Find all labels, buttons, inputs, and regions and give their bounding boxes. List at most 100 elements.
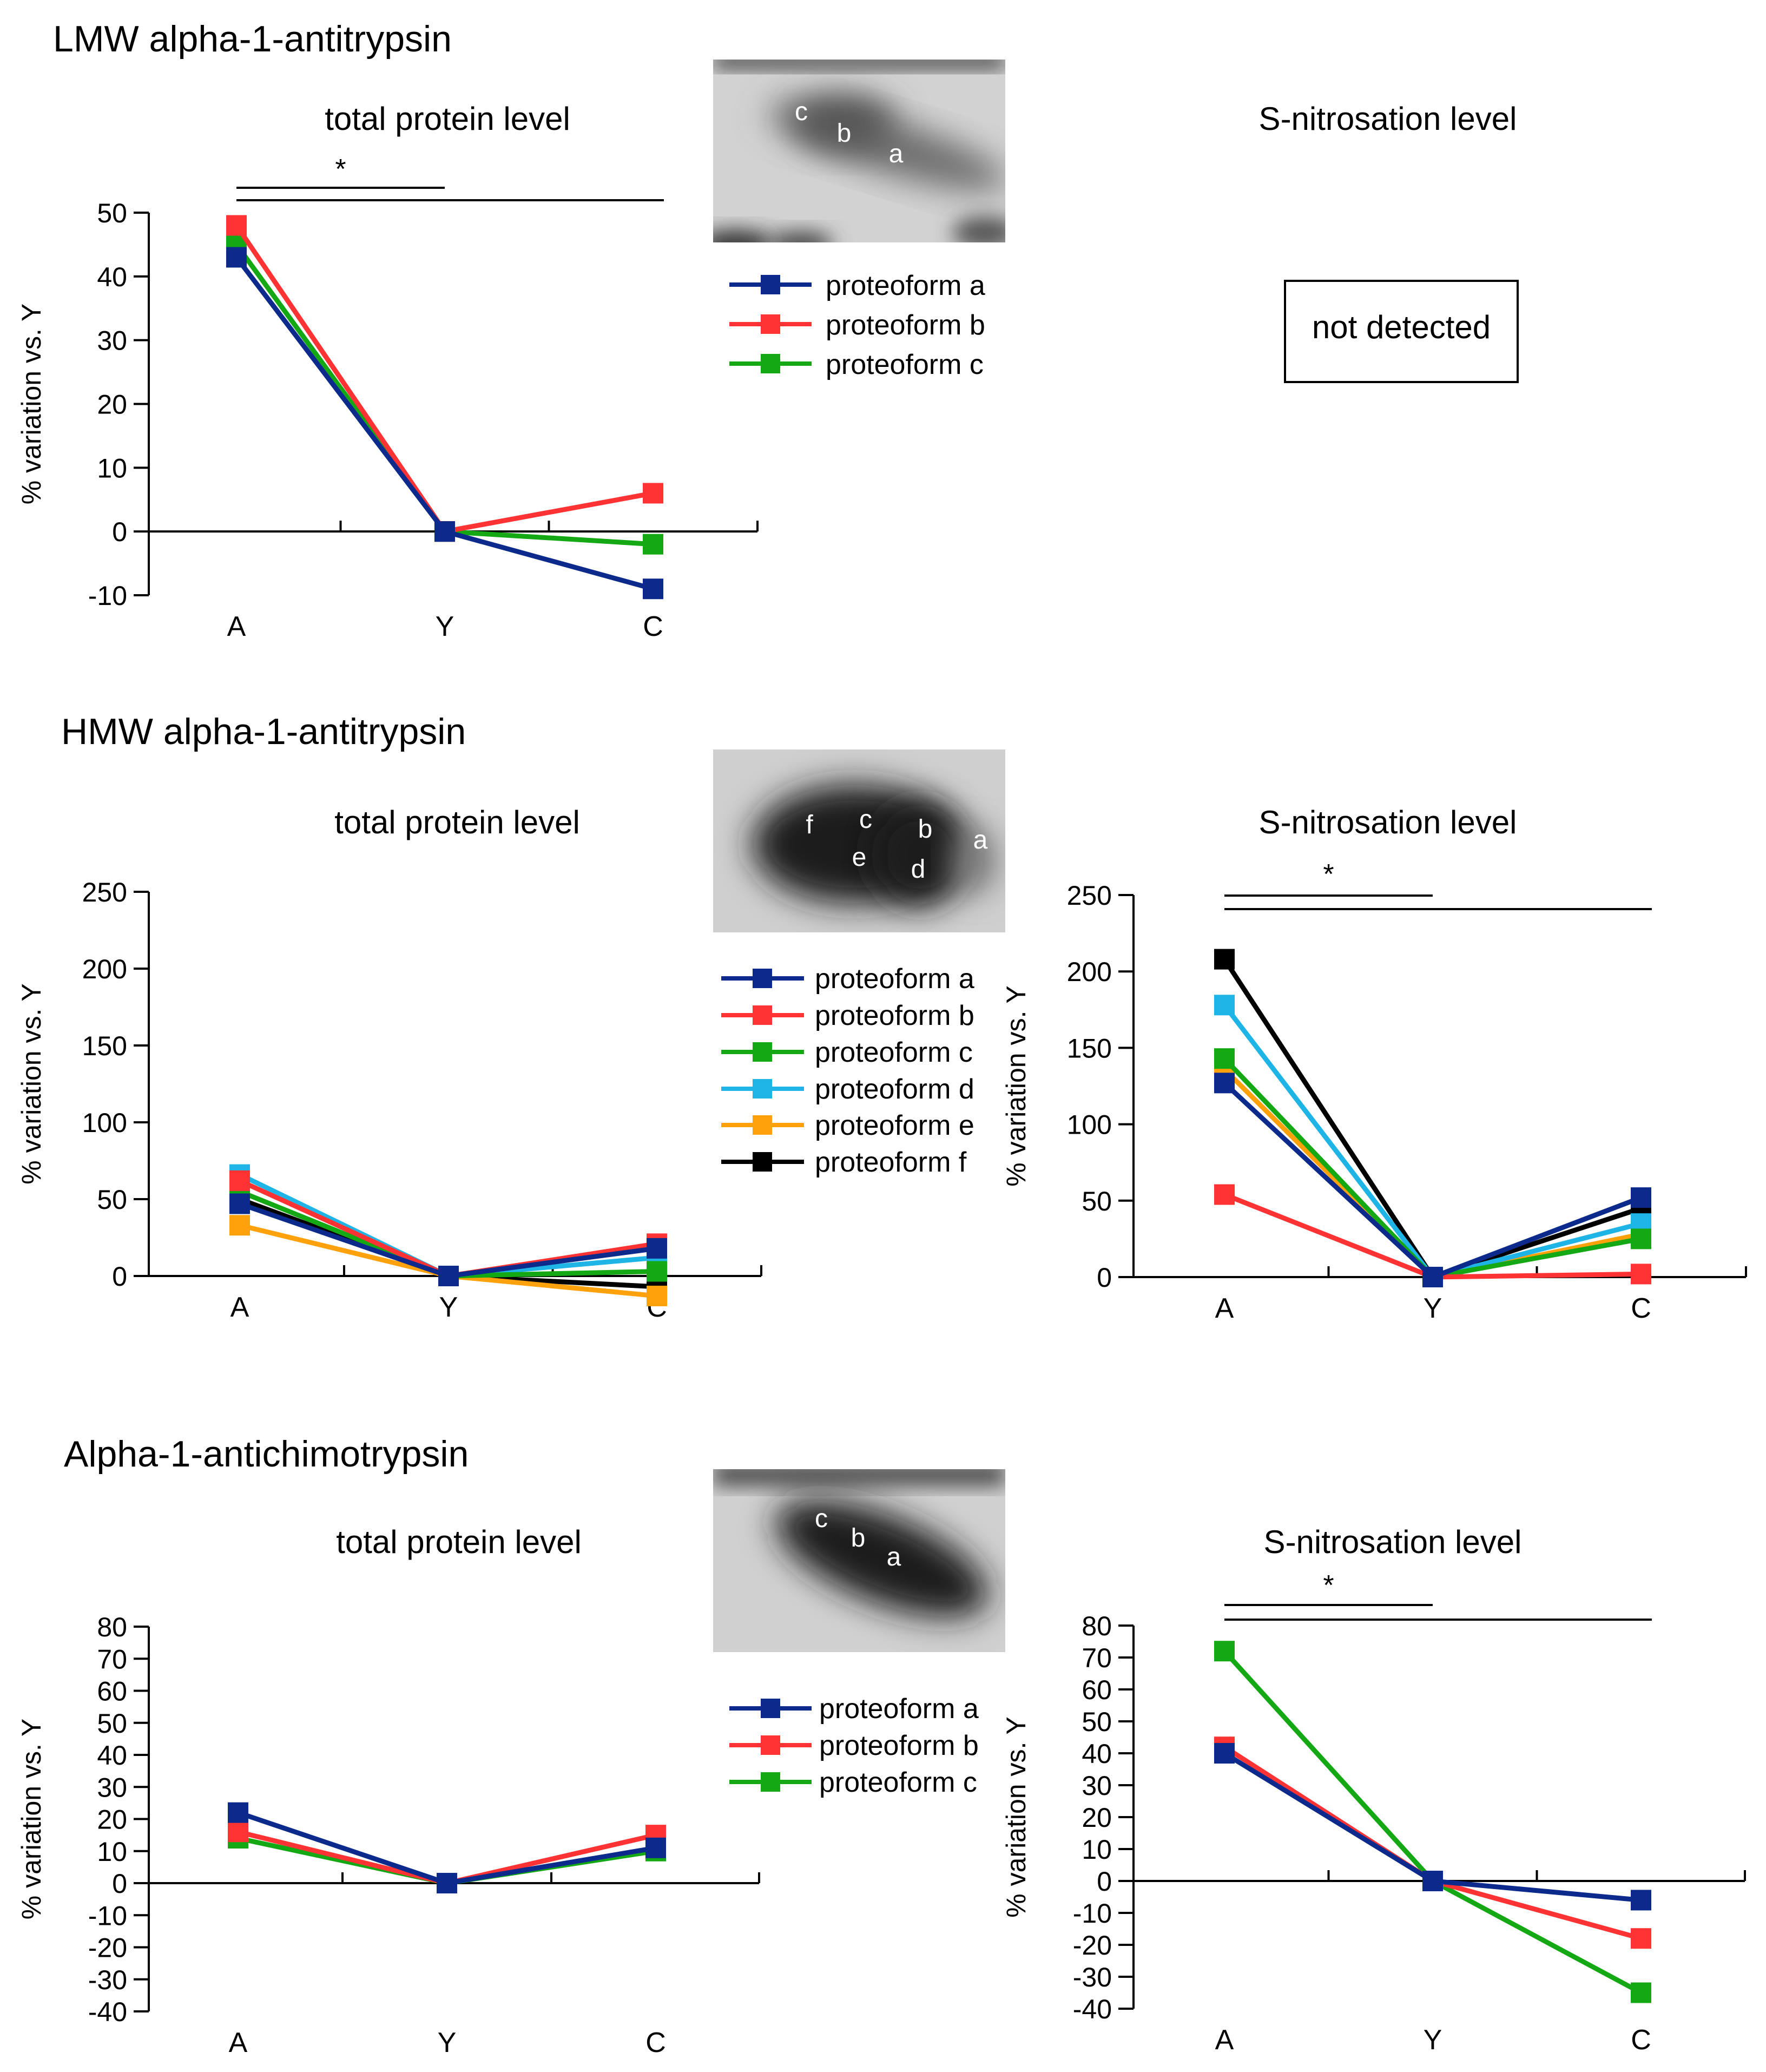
data-point-d	[1214, 995, 1235, 1016]
data-point-c	[1214, 1048, 1235, 1069]
chart-title: total protein level	[336, 1524, 582, 1560]
legend-item: proteoform b	[721, 1000, 974, 1031]
legend-label: proteoform a	[819, 1693, 979, 1725]
series-line-b	[234, 224, 654, 534]
chart-aact_total: total protein level -40-30-20-10010203040…	[16, 1524, 760, 2058]
blot-label-f: f	[806, 811, 813, 839]
data-point-a	[647, 1238, 667, 1259]
legend-label: proteoform b	[815, 1000, 974, 1031]
data-point-c	[1631, 1228, 1651, 1249]
section-title-aact: Alpha-1-antichimotrypsin	[64, 1433, 469, 1475]
y-tick-label: 250	[82, 877, 127, 907]
y-tick-label: 50	[1082, 1707, 1112, 1737]
series-line-c	[234, 243, 654, 547]
x-tick-label: Y	[438, 2027, 457, 2058]
legend-item: proteoform c	[729, 349, 984, 380]
data-point-a	[438, 1266, 459, 1286]
blot-label-a: a	[973, 826, 988, 854]
y-tick-label: 50	[97, 198, 127, 228]
x-tick-label: A	[1215, 1293, 1234, 1324]
blot-label-b: b	[837, 119, 852, 148]
data-point-a	[437, 1873, 457, 1893]
data-point-f	[1214, 949, 1235, 970]
y-tick-label: 150	[82, 1031, 127, 1061]
data-point-c	[1214, 1641, 1235, 1662]
legend-item: proteoform a	[729, 1693, 979, 1725]
legend-swatch-marker	[761, 275, 780, 294]
blot-image-hmw: f c b a e d	[713, 749, 1005, 932]
legend-swatch-marker	[761, 354, 780, 373]
y-tick-label: 0	[112, 517, 127, 547]
data-point-a	[1631, 1187, 1651, 1208]
x-tick-label: A	[229, 2027, 248, 2058]
y-tick-label: 30	[1082, 1771, 1112, 1801]
x-tick-label: A	[227, 611, 246, 642]
y-axis-label: % variation vs. Y	[1001, 1716, 1031, 1917]
chart-aact_snitro: S-nitrosation level -40-30-20-10010203040…	[1001, 1524, 1746, 2056]
legend-item: proteoform f	[721, 1147, 967, 1178]
y-tick-label: 50	[97, 1708, 127, 1739]
blot-image-lmw: c b a	[713, 60, 1005, 242]
series-line-e	[1222, 1067, 1642, 1280]
data-point-a	[1214, 1743, 1235, 1764]
series-line-c	[1222, 1057, 1642, 1280]
y-tick-label: -30	[1073, 1962, 1112, 1992]
y-tick-label: -20	[1073, 1930, 1112, 1961]
legend-swatch-marker	[753, 1079, 772, 1099]
chart-title: S-nitrosation level	[1264, 1524, 1522, 1560]
legend-swatch-marker	[753, 969, 772, 988]
legend-swatch-marker	[761, 1772, 780, 1792]
legend-swatch-marker	[761, 1699, 780, 1718]
data-point-a	[434, 521, 455, 542]
significance-star: *	[1323, 859, 1334, 890]
y-tick-label: 80	[97, 1612, 127, 1642]
data-point-b	[1214, 1184, 1235, 1205]
y-axis-label: % variation vs. Y	[16, 304, 47, 504]
y-tick-label: 250	[1067, 880, 1112, 911]
y-tick-label: 50	[97, 1185, 127, 1215]
data-point-a	[228, 1802, 248, 1823]
legend-item: proteoform c	[721, 1037, 973, 1068]
legend-item: proteoform e	[721, 1110, 974, 1141]
data-point-a	[1422, 1267, 1443, 1287]
x-tick-label: Y	[1424, 1293, 1442, 1324]
data-point-c	[647, 1261, 667, 1282]
y-tick-label: 20	[97, 390, 127, 420]
legend-item: proteoform a	[729, 270, 985, 301]
y-axis-label: % variation vs. Y	[16, 983, 47, 1184]
y-tick-label: 200	[1067, 957, 1112, 987]
data-point-b	[1631, 1264, 1651, 1285]
data-point-e	[647, 1285, 667, 1306]
data-point-b	[226, 215, 247, 236]
x-tick-label: Y	[1424, 2024, 1442, 2056]
y-tick-label: -40	[88, 1997, 127, 2027]
chart-title: S-nitrosation level	[1259, 804, 1517, 840]
legend-label: proteoform d	[815, 1074, 974, 1105]
series-line-f	[1222, 958, 1642, 1280]
data-point-b	[1631, 1928, 1651, 1949]
series-line-c	[1222, 1649, 1643, 1995]
legend-label: proteoform c	[815, 1037, 973, 1068]
blot-image-aact: c b a	[713, 1469, 1005, 1652]
blot-label-a: a	[887, 1543, 901, 1571]
data-point-a	[645, 1837, 666, 1858]
blot-label-e: e	[852, 843, 867, 872]
chart-hmw_snitro: S-nitrosation level 0 50 100 150 200 250 A Y C % v…	[1001, 804, 1747, 1324]
y-tick-label: 100	[82, 1108, 127, 1138]
y-tick-label: 0	[1097, 1262, 1112, 1293]
y-tick-label: 40	[97, 262, 127, 292]
blot-label-c: c	[815, 1504, 828, 1533]
x-tick-label: Y	[436, 611, 454, 642]
blot-label-c: c	[859, 805, 872, 834]
y-tick-label: 200	[82, 954, 127, 984]
x-tick-label: Y	[439, 1292, 458, 1323]
y-axis-label: % variation vs. Y	[16, 1719, 47, 1919]
not-detected-box	[1284, 280, 1519, 383]
legend-label: proteoform c	[826, 349, 984, 380]
y-tick-label: 80	[1082, 1611, 1112, 1641]
legend-label: proteoform b	[826, 310, 985, 341]
y-tick-label: 10	[1082, 1834, 1112, 1865]
data-point-a	[643, 578, 663, 600]
